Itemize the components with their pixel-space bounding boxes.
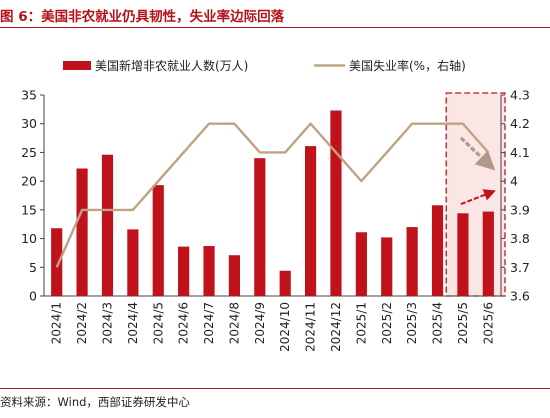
left-tick-label: 10 bbox=[21, 231, 37, 246]
right-tick-label: 4.1 bbox=[510, 145, 530, 160]
bar bbox=[76, 168, 88, 296]
x-tick-label: 2024/6 bbox=[177, 302, 191, 344]
right-tick-label: 4.2 bbox=[510, 116, 530, 131]
x-tick-label: 2024/1 bbox=[50, 302, 64, 344]
x-tick-label: 2024/4 bbox=[126, 302, 140, 344]
bar bbox=[406, 227, 418, 296]
left-tick-label: 25 bbox=[21, 145, 37, 160]
bar bbox=[457, 213, 469, 296]
title-rule bbox=[0, 27, 550, 28]
gray-arrow bbox=[459, 136, 496, 171]
right-tick-label: 3.9 bbox=[510, 202, 530, 217]
source-note: 资料来源：Wind，西部证券研发中心 bbox=[0, 395, 190, 409]
arrows bbox=[459, 136, 496, 206]
bar bbox=[279, 270, 291, 296]
bar bbox=[381, 237, 393, 296]
x-tick-label: 2025/6 bbox=[481, 302, 495, 344]
x-tick-label: 2024/3 bbox=[100, 302, 114, 344]
x-tick-label: 2024/8 bbox=[227, 302, 241, 344]
bar bbox=[178, 246, 190, 296]
x-tick-label: 2025/5 bbox=[456, 302, 470, 344]
x-tick-label: 2025/3 bbox=[405, 302, 419, 344]
x-tick-label: 2024/7 bbox=[202, 302, 216, 344]
x-tick-label: 2025/4 bbox=[431, 302, 445, 344]
legend-label-bars: 美国新增非农就业人数(万人) bbox=[95, 58, 248, 73]
bar bbox=[152, 185, 164, 296]
bar bbox=[51, 228, 63, 296]
bars bbox=[51, 110, 494, 297]
left-tick-label: 30 bbox=[21, 116, 37, 131]
red-arrow bbox=[460, 189, 496, 206]
right-tick-label: 3.8 bbox=[510, 231, 530, 246]
x-tick-label: 2024/12 bbox=[329, 302, 343, 352]
bar bbox=[101, 154, 114, 296]
x-tick-label: 2024/9 bbox=[253, 302, 267, 344]
x-tick-label: 2025/1 bbox=[354, 302, 368, 344]
left-tick-label: 15 bbox=[21, 202, 37, 217]
bar bbox=[127, 229, 139, 296]
left-tick-label: 0 bbox=[29, 289, 37, 304]
bar bbox=[330, 110, 342, 297]
right-tick-label: 4 bbox=[510, 174, 518, 189]
x-tick-label: 2024/2 bbox=[75, 302, 89, 344]
bar bbox=[304, 146, 317, 296]
bar bbox=[355, 232, 367, 296]
x-tick-label: 2025/2 bbox=[380, 302, 394, 344]
figure-title: 图 6：美国非农就业仍具韧性，失业率边际回落 bbox=[0, 9, 285, 25]
right-tick-label: 3.6 bbox=[510, 289, 530, 304]
legend: 美国新增非农就业人数(万人) 美国失业率(%，右轴) bbox=[63, 58, 466, 73]
bar bbox=[228, 255, 241, 296]
source-rule bbox=[0, 388, 550, 389]
left-tick-label: 35 bbox=[21, 88, 37, 103]
unemployment-line bbox=[55, 122, 490, 268]
left-tick-label: 5 bbox=[29, 260, 37, 275]
legend-swatch-bars bbox=[63, 61, 91, 70]
axes bbox=[40, 94, 505, 297]
x-tick-label: 2024/5 bbox=[151, 302, 165, 344]
left-tick-label: 20 bbox=[21, 174, 37, 189]
tick-labels: 0 5 10 15 20 25 30 35 3.6 3.7 3.8 3.9 4 4.1 4.2 4.3 2024… bbox=[21, 88, 530, 352]
bar bbox=[482, 211, 494, 296]
bar bbox=[431, 205, 444, 296]
bar bbox=[254, 158, 266, 296]
x-tick-label: 2024/10 bbox=[278, 302, 292, 352]
right-tick-label: 3.7 bbox=[510, 260, 530, 275]
right-tick-label: 4.3 bbox=[510, 88, 530, 103]
bar bbox=[203, 246, 215, 296]
chart: 美国新增非农就业人数(万人) 美国失业率(%，右轴) 0 5 10 15 20 25 30 35… bbox=[21, 58, 530, 352]
legend-label-line: 美国失业率(%，右轴) bbox=[349, 58, 466, 73]
x-tick-label: 2024/11 bbox=[304, 302, 318, 352]
line-series bbox=[55, 122, 490, 268]
